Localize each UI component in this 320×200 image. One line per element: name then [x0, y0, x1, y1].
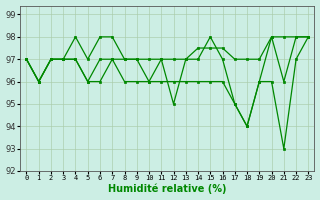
X-axis label: Humidité relative (%): Humidité relative (%): [108, 184, 227, 194]
